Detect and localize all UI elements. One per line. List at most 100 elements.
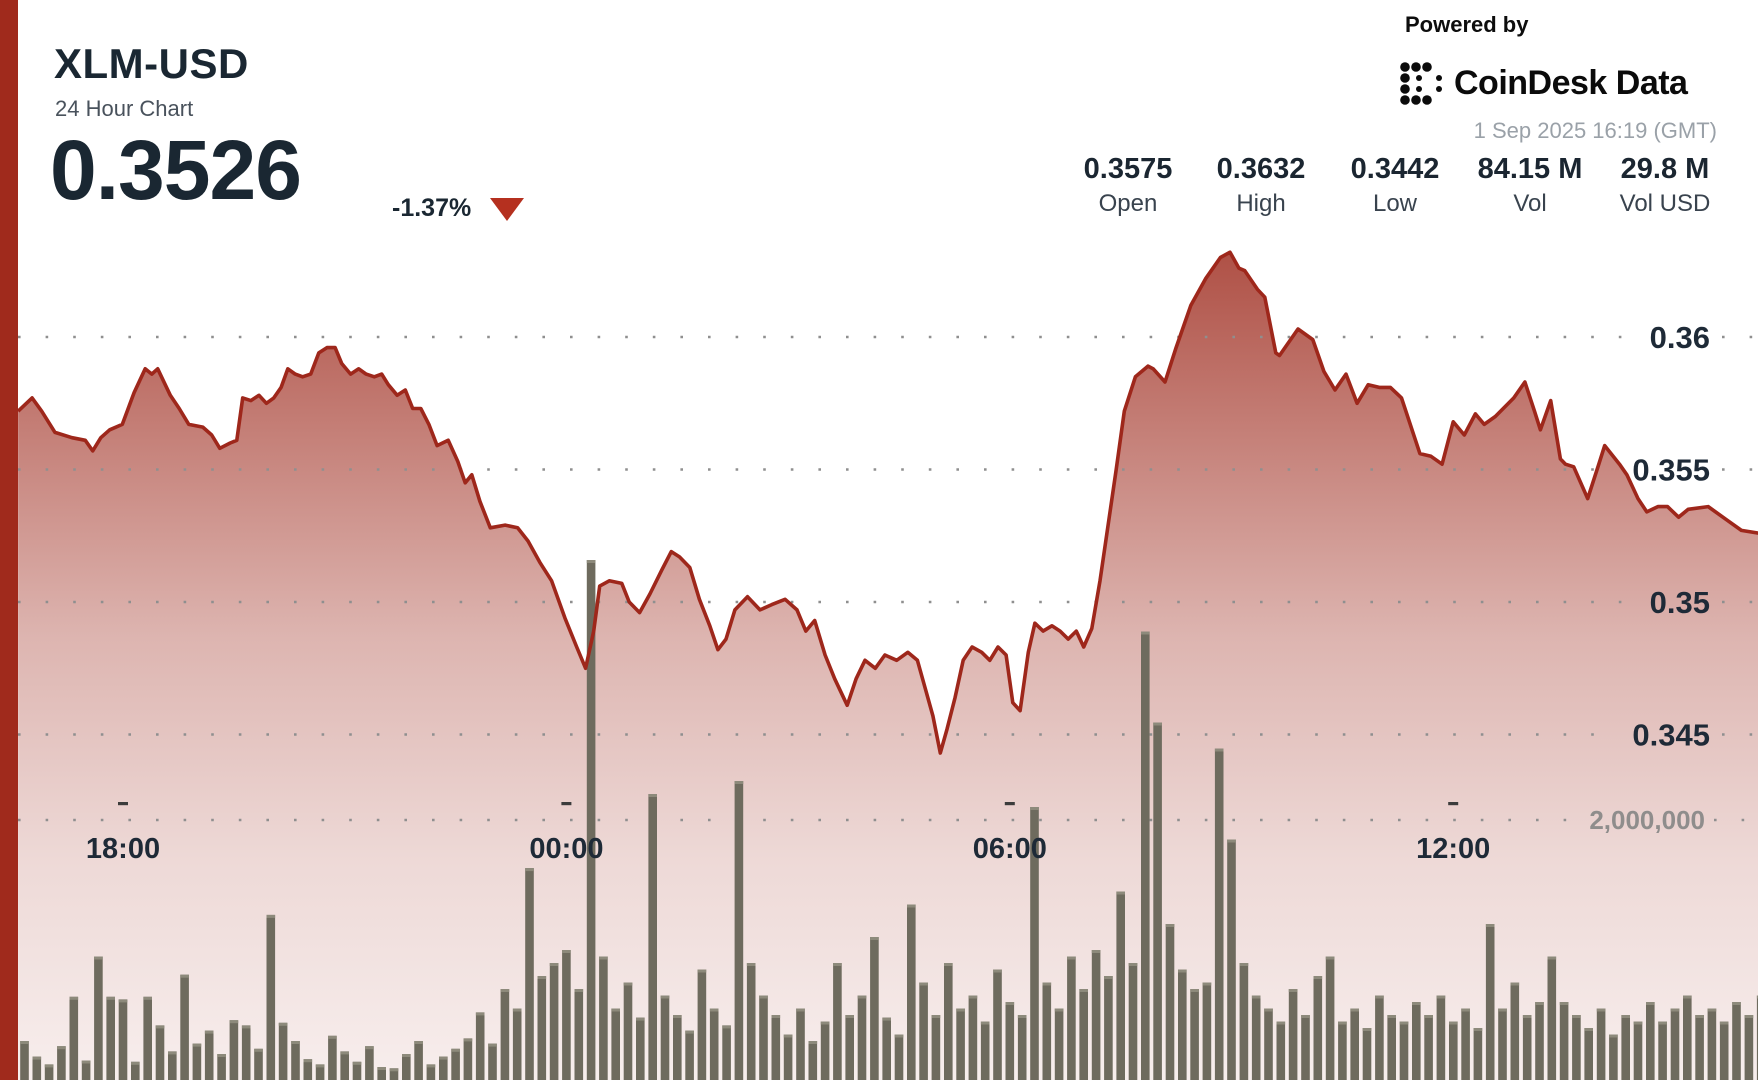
- volume-bar-cap: [993, 969, 1002, 973]
- coindesk-logo-icon: [1400, 62, 1442, 105]
- volume-bar: [500, 989, 510, 1080]
- volume-bar-cap: [648, 794, 657, 797]
- volume-bar: [956, 1008, 965, 1080]
- volume-bar: [882, 1017, 891, 1080]
- coindesk-logo[interactable]: CoinDesk Data: [1398, 60, 1688, 106]
- price-area: [18, 252, 1758, 1080]
- volume-bar-cap: [1535, 1002, 1544, 1005]
- volume-bar-cap: [894, 1034, 904, 1038]
- volume-bar: [599, 956, 608, 1080]
- stat-volume-usd-label: Vol USD: [1619, 190, 1711, 217]
- volume-bar: [402, 1054, 411, 1080]
- volume-bar: [106, 996, 115, 1080]
- volume-bar: [636, 1017, 645, 1080]
- volume-bar: [1461, 1008, 1470, 1080]
- stat-high: 0.3632 High: [1211, 152, 1311, 222]
- volume-bar-cap: [1190, 989, 1199, 992]
- stat-volume-usd-value: 29.8 M: [1620, 153, 1710, 185]
- price-line: [16, 250, 1758, 755]
- volume-bar: [303, 1059, 313, 1080]
- volume-bar-cap: [303, 1059, 313, 1063]
- volume-bar-cap: [1436, 995, 1446, 999]
- volume-bar: [1572, 1015, 1581, 1080]
- volume-bar: [722, 1025, 731, 1080]
- volume-bar-cap: [907, 904, 916, 908]
- volume-bar-cap: [118, 999, 128, 1003]
- volume-bar: [1214, 748, 1224, 1080]
- axis-tick-label: 2,000,000: [1589, 805, 1705, 835]
- volume-bar-cap: [143, 996, 152, 1000]
- volume-bar: [1313, 976, 1323, 1080]
- volume-bar-cap: [1251, 995, 1261, 999]
- volume-bar: [1510, 982, 1520, 1080]
- volume-bar: [820, 1021, 830, 1080]
- volume-bar: [451, 1048, 460, 1080]
- axis-tick-label: 18:00: [86, 833, 160, 865]
- volume-bar: [796, 1008, 805, 1080]
- stat-open-value: 0.3575: [1083, 153, 1173, 185]
- volume-bar: [1350, 1008, 1359, 1080]
- volume-bar: [525, 868, 534, 1080]
- stat-open: 0.3575 Open: [1078, 152, 1178, 222]
- volume-bar-cap: [414, 1041, 423, 1044]
- volume-bar-cap: [796, 1008, 805, 1012]
- volume-bar-cap: [1288, 989, 1298, 992]
- volume-bar: [1559, 1002, 1569, 1080]
- volume-bar: [1239, 963, 1249, 1080]
- volume-bar-cap: [685, 1030, 694, 1034]
- volume-bar-cap: [586, 560, 596, 563]
- volume-bar: [414, 1041, 423, 1080]
- volume-bar: [1202, 982, 1212, 1080]
- volume-bar-cap: [845, 1015, 854, 1018]
- volume-bar: [1633, 1021, 1643, 1080]
- volume-bar-cap: [1017, 1015, 1027, 1018]
- stat-low-value: 0.3442: [1350, 153, 1440, 185]
- volume-bar: [1621, 1015, 1630, 1080]
- volume-bar: [1609, 1034, 1618, 1080]
- volume-bar: [1436, 995, 1446, 1080]
- volume-bar-cap: [1695, 1015, 1704, 1018]
- volume-bar-cap: [1387, 1015, 1396, 1018]
- volume-bar: [32, 1056, 42, 1080]
- stat-open-label: Open: [1098, 190, 1158, 217]
- volume-bar: [1670, 1008, 1680, 1080]
- volume-bar: [1449, 1021, 1458, 1080]
- stat-high-value: 0.3632: [1216, 153, 1306, 185]
- volume-bar: [118, 999, 128, 1080]
- volume-bar-cap: [968, 995, 978, 999]
- volume-bar-cap: [1375, 995, 1384, 999]
- volume-bar-cap: [1338, 1021, 1347, 1025]
- volume-bar-cap: [131, 1061, 140, 1065]
- volume-bar-cap: [537, 976, 547, 979]
- volume-bar: [475, 1012, 485, 1080]
- volume-bar-cap: [1264, 1008, 1273, 1012]
- volume-bar-cap: [746, 963, 756, 966]
- volume-bar-cap: [377, 1067, 386, 1070]
- volume-bar: [1079, 989, 1088, 1080]
- volume-bar: [57, 1046, 66, 1080]
- volume-bar: [586, 560, 596, 1080]
- volume-bar-cap: [168, 1051, 177, 1055]
- volume-bar-cap: [1054, 1008, 1064, 1012]
- stat-volume-label: Vol: [1513, 190, 1547, 217]
- volume-bar: [1165, 924, 1175, 1080]
- volume-bar: [1005, 1002, 1015, 1080]
- volume-bar-cap: [1522, 1015, 1532, 1018]
- volume-bar-cap: [402, 1054, 411, 1057]
- volume-bar: [709, 1008, 719, 1080]
- volume-bar-cap: [1744, 1015, 1754, 1018]
- volume-bar: [894, 1034, 904, 1080]
- volume-bar: [1387, 1015, 1396, 1080]
- volume-bar-cap: [1547, 956, 1557, 960]
- volume-bar: [1498, 1008, 1507, 1080]
- volume-bar: [143, 996, 152, 1080]
- volume-bar-cap: [1079, 989, 1088, 992]
- volume-bar-cap: [81, 1060, 91, 1064]
- volume-bar: [1141, 631, 1150, 1080]
- volume-bar: [463, 1038, 473, 1080]
- volume-bar-cap: [980, 1021, 990, 1025]
- volume-bar: [69, 996, 79, 1080]
- time-tick: [1004, 802, 1015, 806]
- volume-bar-cap: [833, 963, 842, 966]
- axis-tick-label: 12:00: [1416, 833, 1490, 865]
